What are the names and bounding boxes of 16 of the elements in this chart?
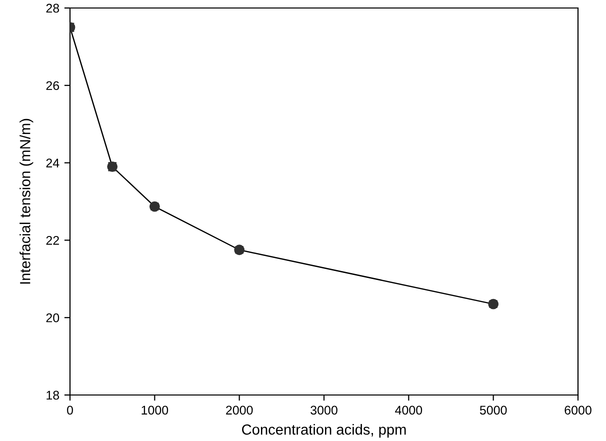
y-tick-label: 24	[46, 158, 60, 168]
x-tick-label: 3000	[310, 406, 338, 415]
y-axis-title: Interfacial tension (mN/m)	[20, 118, 34, 284]
y-tick-label: 28	[46, 4, 60, 13]
x-tick-label: 1000	[142, 406, 168, 415]
point	[149, 201, 160, 212]
y-tick-label: 20	[46, 313, 60, 322]
y-tick-label: 22	[46, 236, 59, 245]
x-tick-label: 4000	[395, 406, 422, 415]
x-tick-label: 6000	[564, 406, 592, 415]
x-axis-title: Concentration acids, ppm	[242, 424, 406, 438]
y-tick-label: 26	[46, 81, 60, 90]
x-tick-label: 5000	[480, 406, 507, 415]
x-tick-label: 0	[67, 406, 73, 415]
y-tick-label: 18	[46, 390, 60, 400]
x-tick-label: 2000	[226, 406, 253, 415]
